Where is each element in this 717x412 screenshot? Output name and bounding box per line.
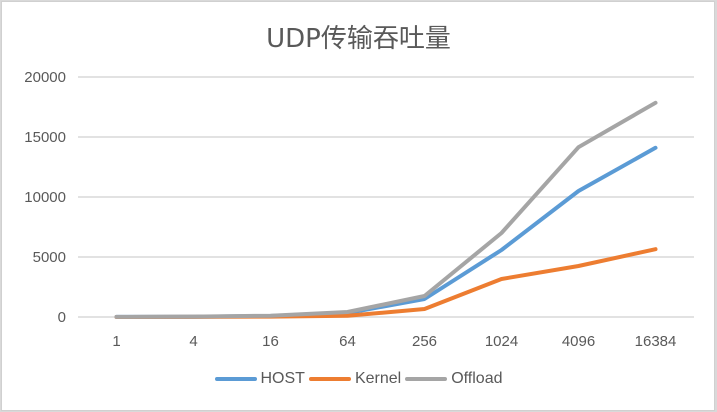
legend-item-kernel: Kernel: [308, 370, 402, 388]
legend-label-offload: Offload: [451, 370, 503, 387]
x-tick-label: 4096: [562, 333, 595, 350]
legend-label-kernel: Kernel: [354, 370, 402, 387]
y-tick-label: 20000: [24, 69, 66, 86]
y-tick-label: 10000: [24, 189, 66, 206]
x-tick-label: 64: [339, 333, 356, 350]
x-tick-label: 256: [412, 333, 437, 350]
legend-swatch-host: [214, 377, 257, 381]
x-tick-label: 1024: [485, 333, 518, 350]
series-line-host: [114, 145, 658, 319]
x-tick-label: 1: [112, 333, 120, 350]
legend: HOST Kernel Offload: [0, 370, 717, 388]
x-tick-label: 16384: [635, 333, 677, 350]
x-tick-label: 4: [189, 333, 197, 350]
y-tick-label: 15000: [24, 129, 66, 146]
chart-title: UDP传输吞吐量: [266, 24, 451, 54]
x-tick-label: 16: [262, 333, 279, 350]
series-line-offload: [114, 100, 658, 319]
legend-swatch-kernel: [308, 377, 351, 381]
legend-label-host: HOST: [260, 370, 305, 387]
legend-item-host: HOST: [214, 370, 305, 388]
y-tick-label: 5000: [33, 249, 66, 266]
legend-swatch-offload: [405, 377, 448, 381]
y-tick-label: 0: [58, 309, 66, 326]
legend-item-offload: Offload: [405, 370, 503, 388]
